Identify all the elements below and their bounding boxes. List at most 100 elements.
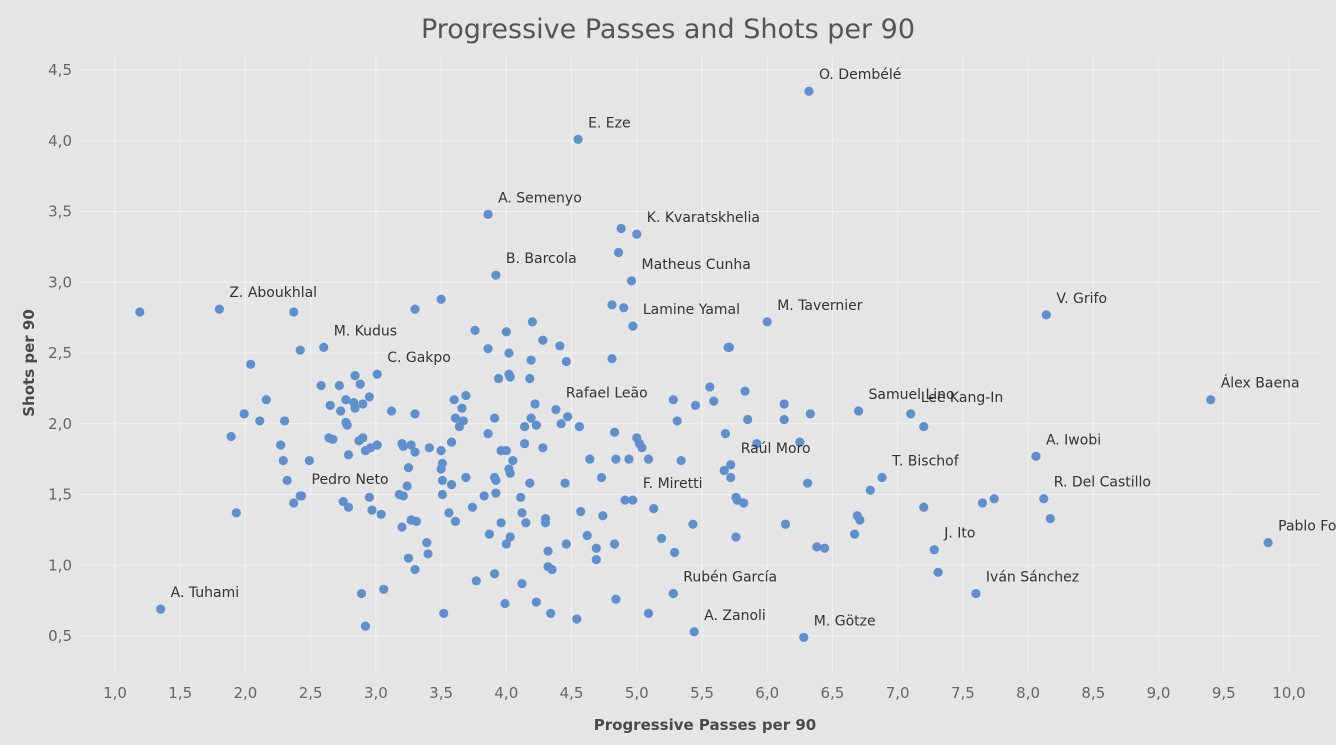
data-point[interactable] [527, 317, 538, 327]
data-point[interactable] [489, 569, 500, 579]
data-point[interactable] [343, 502, 354, 512]
data-point[interactable] [483, 429, 493, 439]
data-point[interactable] [436, 446, 446, 456]
data-point[interactable] [358, 433, 368, 443]
data-point[interactable] [812, 542, 822, 552]
data-point[interactable] [493, 373, 504, 384]
data-point[interactable] [668, 395, 678, 405]
data-point[interactable] [688, 519, 698, 529]
data-point[interactable] [450, 516, 461, 526]
data-point[interactable] [461, 472, 471, 483]
data-point[interactable] [496, 518, 506, 528]
data-point[interactable] [933, 567, 943, 577]
data-point-labeled[interactable] [1031, 451, 1041, 461]
data-point[interactable] [504, 348, 514, 358]
data-point[interactable] [505, 468, 515, 478]
data-point-labeled[interactable] [877, 472, 887, 483]
data-point[interactable] [484, 529, 494, 539]
data-point[interactable] [919, 421, 929, 432]
data-point-labeled[interactable] [799, 632, 809, 643]
data-point[interactable] [356, 588, 367, 599]
data-point[interactable] [304, 455, 314, 466]
data-point[interactable] [505, 372, 515, 382]
data-point[interactable] [350, 403, 360, 413]
data-point[interactable] [850, 529, 860, 539]
data-point[interactable] [135, 307, 145, 317]
data-point[interactable] [501, 327, 511, 337]
data-point[interactable] [367, 505, 377, 515]
data-point-labeled[interactable] [1041, 310, 1051, 320]
data-point[interactable] [355, 379, 365, 389]
data-point[interactable] [525, 478, 535, 488]
data-point[interactable] [607, 354, 617, 364]
data-point[interactable] [743, 414, 753, 425]
data-point[interactable] [397, 522, 407, 532]
data-point[interactable] [376, 509, 386, 519]
data-point[interactable] [328, 434, 338, 444]
data-point[interactable] [531, 420, 541, 430]
data-point[interactable] [546, 608, 556, 618]
data-point[interactable] [483, 344, 493, 354]
data-point[interactable] [672, 416, 682, 426]
data-point[interactable] [226, 431, 236, 442]
data-point[interactable] [670, 547, 680, 558]
data-point[interactable] [560, 478, 570, 488]
data-point-labeled[interactable] [1039, 494, 1049, 504]
data-point[interactable] [555, 341, 565, 351]
data-point[interactable] [289, 307, 299, 317]
data-point-labeled[interactable] [762, 317, 772, 327]
data-point[interactable] [470, 325, 480, 335]
data-point[interactable] [516, 492, 526, 502]
data-point[interactable] [1045, 513, 1055, 524]
data-point[interactable] [531, 597, 541, 607]
data-point[interactable] [720, 429, 731, 439]
data-point[interactable] [402, 481, 412, 491]
data-point-labeled[interactable] [929, 545, 939, 555]
data-point[interactable] [276, 440, 286, 450]
data-point-labeled[interactable] [1263, 538, 1273, 548]
data-point[interactable] [865, 485, 875, 495]
data-point[interactable] [538, 443, 548, 453]
data-point-labeled[interactable] [853, 406, 864, 416]
data-point-labeled[interactable] [156, 604, 166, 614]
data-point-labeled[interactable] [551, 405, 561, 415]
data-point[interactable] [479, 491, 489, 501]
data-point-labeled[interactable] [491, 270, 501, 280]
data-point[interactable] [547, 564, 557, 575]
data-point-labeled[interactable] [628, 495, 638, 505]
data-point[interactable] [519, 438, 530, 449]
data-point[interactable] [410, 447, 420, 457]
data-point[interactable] [690, 400, 701, 410]
data-point[interactable] [596, 472, 607, 483]
data-point[interactable] [619, 303, 629, 313]
data-point[interactable] [576, 506, 586, 517]
data-point[interactable] [977, 498, 988, 508]
data-point[interactable] [731, 532, 741, 542]
data-point[interactable] [403, 463, 414, 473]
data-point[interactable] [591, 543, 601, 553]
data-point-labeled[interactable] [668, 588, 678, 599]
data-point[interactable] [501, 446, 511, 456]
data-point[interactable] [563, 412, 573, 422]
data-point[interactable] [795, 437, 805, 447]
data-point[interactable] [246, 359, 256, 369]
data-point[interactable] [450, 413, 461, 423]
data-point[interactable] [364, 492, 374, 502]
data-point[interactable] [989, 494, 999, 504]
data-point-labeled[interactable] [483, 209, 493, 219]
data-point-labeled[interactable] [906, 409, 916, 419]
data-point[interactable] [719, 465, 729, 476]
data-point[interactable] [343, 450, 354, 460]
data-point[interactable] [525, 373, 535, 384]
data-point[interactable] [410, 304, 420, 314]
data-point[interactable] [740, 386, 750, 396]
data-point[interactable] [521, 518, 531, 528]
data-point-labeled[interactable] [1206, 395, 1216, 405]
data-point[interactable] [334, 380, 344, 391]
data-point-labeled[interactable] [573, 134, 583, 144]
data-point[interactable] [289, 498, 299, 508]
data-point[interactable] [364, 392, 374, 402]
data-point[interactable] [820, 543, 830, 553]
data-point[interactable] [278, 455, 288, 466]
data-point[interactable] [624, 454, 634, 464]
